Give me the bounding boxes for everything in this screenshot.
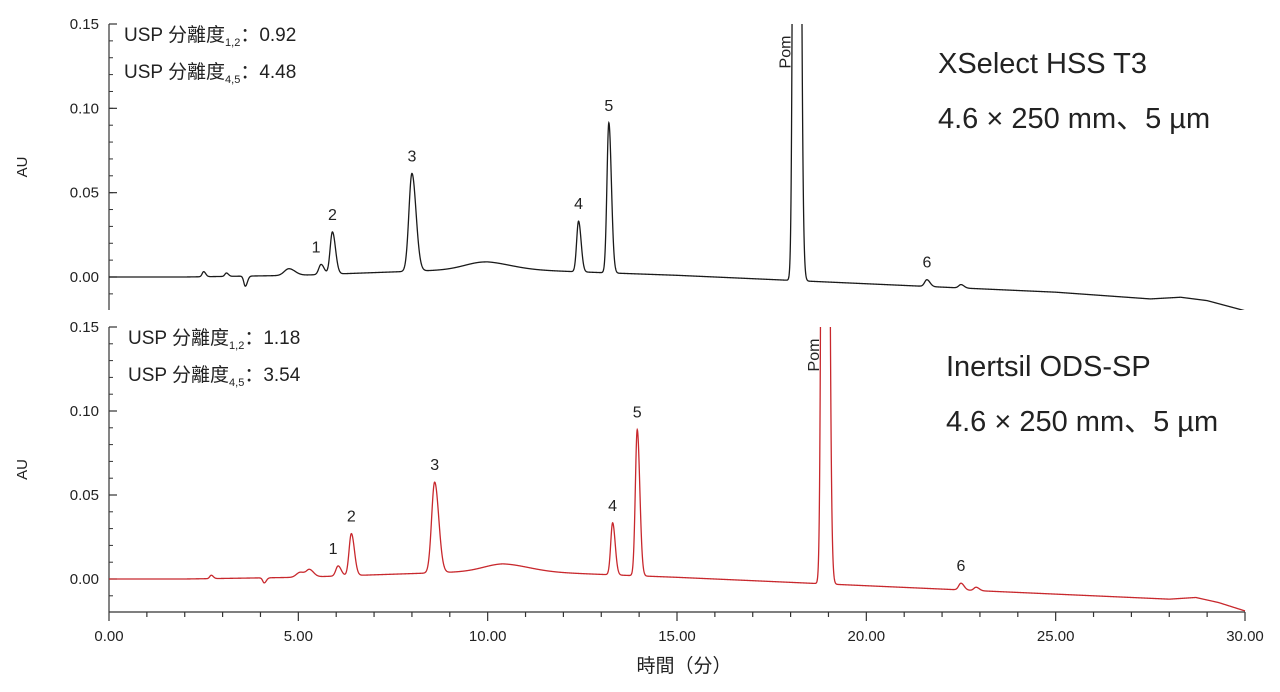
resolution-label: USP 分離度 [124,24,225,46]
peak-label-3: 3 [407,148,416,165]
x-tick-label: 10.00 [469,628,507,645]
chromatogram-trace [109,327,1246,612]
resolution-value: ：0.92 [240,25,296,46]
resolution-subscript: 4,5 [229,377,244,389]
y-axis-title: AU [14,459,31,480]
x-tick-label: 5.00 [284,628,313,645]
y-tick-label: 0.00 [70,571,99,588]
peak-label-5: 5 [633,405,642,422]
peak-label-3: 3 [430,457,439,474]
x-tick-label: 25.00 [1037,628,1075,645]
peak-label-pom: Pom [777,36,794,69]
x-tick-label: 30.00 [1226,628,1264,645]
chromatogram-trace [109,24,1245,310]
resolution-subscript: 1,2 [229,340,244,352]
resolution-subscript: 1,2 [225,37,240,49]
peak-label-1: 1 [312,239,321,256]
y-tick-label: 0.05 [70,185,99,202]
y-tick-label: 0.10 [70,100,99,117]
peak-label-6: 6 [957,558,966,575]
x-tick-label: 0.00 [94,628,123,645]
y-tick-label: 0.05 [70,487,99,504]
column-description: Inertsil ODS-SP [946,351,1151,383]
y-tick-label: 0.10 [70,403,99,420]
resolution-annotation: USP 分離度4,5：4.48 [124,61,296,86]
y-tick-label: 0.00 [70,269,99,286]
resolution-annotation: USP 分離度1,2：1.18 [128,327,300,352]
y-tick-label: 0.15 [70,319,99,336]
resolution-annotation: USP 分離度4,5：3.54 [128,364,301,389]
resolution-label: USP 分離度 [128,364,229,386]
x-tick-label: 20.00 [848,628,886,645]
peak-label-5: 5 [604,98,613,115]
resolution-subscript: 4,5 [225,74,240,86]
resolution-label: USP 分離度 [128,327,229,349]
peak-label-2: 2 [328,207,337,224]
peak-label-1: 1 [329,541,338,558]
resolution-label: USP 分離度 [124,61,225,83]
column-description: 4.6 × 250 mm、5 µm [946,406,1218,438]
resolution-value: ：4.48 [240,62,296,83]
column-description: XSelect HSS T3 [938,48,1147,80]
y-axis-title: AU [14,157,31,178]
peak-label-6: 6 [922,255,931,272]
resolution-annotation: USP 分離度1,2：0.92 [124,24,296,49]
peak-label-4: 4 [574,196,583,213]
peak-label-2: 2 [347,509,356,526]
column-description: 4.6 × 250 mm、5 µm [938,103,1210,135]
x-axis-title: 時間（分） [636,655,731,677]
y-tick-label: 0.15 [70,16,99,33]
resolution-value: ：3.54 [244,365,300,386]
x-tick-label: 15.00 [658,628,696,645]
resolution-value: ：1.18 [244,328,300,349]
peak-label-4: 4 [608,498,617,515]
peak-label-pom: Pom [806,339,823,372]
